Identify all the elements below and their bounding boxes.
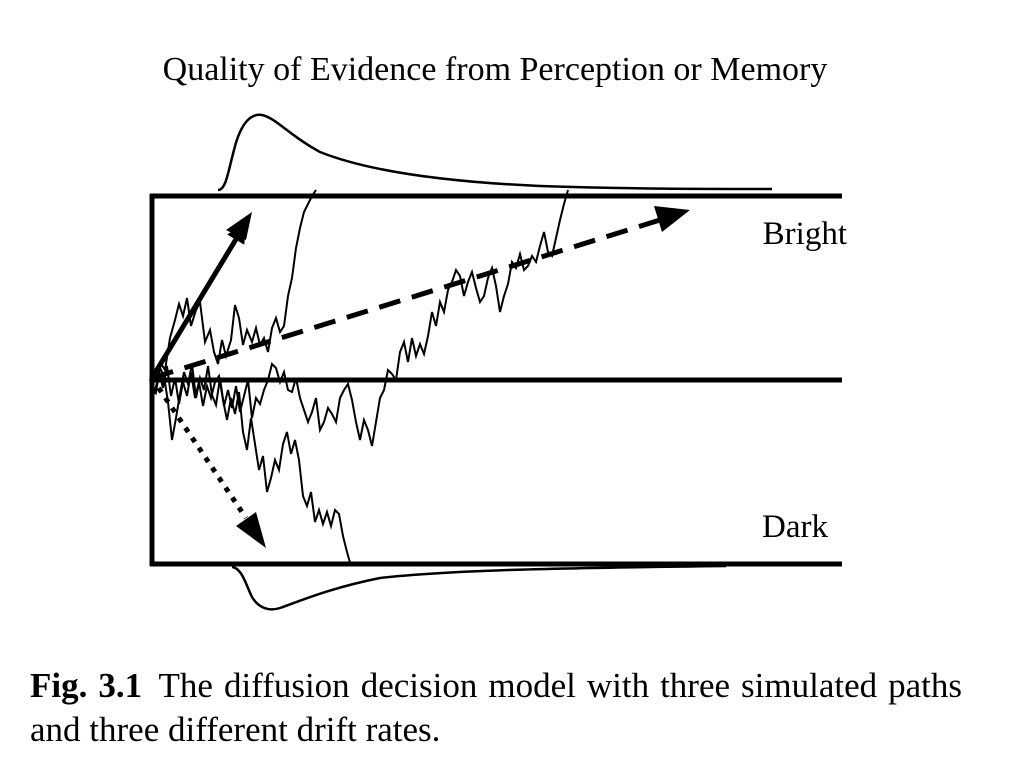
negative-drift-arrow	[149, 376, 249, 520]
upper-boundary-label: Bright	[763, 216, 847, 252]
path-fast-upper	[149, 189, 317, 381]
diffusion-model-diagram: Quality of Evidence from Perception or M…	[149, 51, 847, 611]
figure-caption: Fig. 3.1 The diffusion decision model wi…	[30, 664, 962, 752]
diagram-title: Quality of Evidence from Perception or M…	[163, 51, 828, 88]
negative-drift-arrowhead	[236, 512, 266, 548]
high-drift-arrowhead	[226, 212, 252, 240]
lower-boundary-label: Dark	[762, 509, 828, 545]
path-lower	[149, 365, 352, 567]
upper-rt-distribution	[217, 113, 773, 192]
lower-rt-distribution	[231, 564, 727, 611]
low-drift-arrowhead	[654, 206, 690, 232]
path-slow-upper	[149, 189, 569, 447]
figure-label: Fig. 3.1	[30, 666, 143, 705]
figure-caption-text: The diffusion decision model with three …	[30, 666, 963, 749]
high-drift-arrow	[149, 222, 247, 380]
low-drift-arrow	[151, 217, 661, 381]
